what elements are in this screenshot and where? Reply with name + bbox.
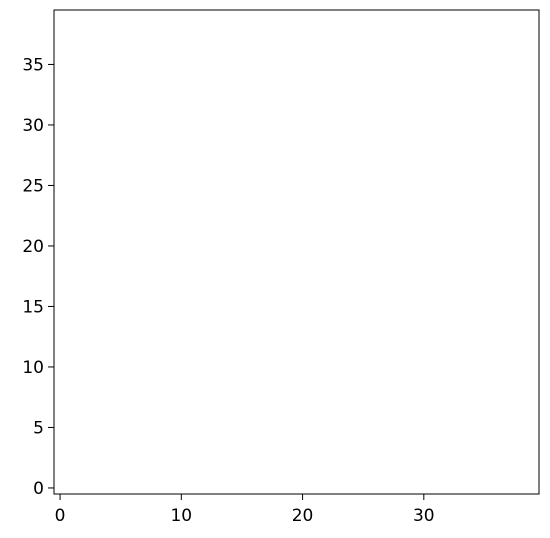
plot-frame (53, 9, 540, 495)
x-tick-label: 30 (413, 506, 435, 526)
y-tick-label: 25 (22, 176, 44, 196)
y-tick-label: 35 (22, 55, 44, 75)
y-tick-label: 10 (22, 358, 44, 378)
y-tick-label: 0 (33, 479, 44, 499)
x-tick-label: 10 (170, 506, 192, 526)
y-tick-label: 5 (33, 418, 44, 438)
y-tick-label: 30 (22, 116, 44, 136)
y-axis: 0 5 10 15 20 25 30 35 (22, 55, 54, 499)
x-axis: 0 10 20 30 (55, 494, 435, 526)
y-tick-label: 15 (22, 297, 44, 317)
y-tick-label: 20 (22, 237, 44, 257)
x-tick-label: 0 (55, 506, 66, 526)
x-tick-label: 20 (292, 506, 314, 526)
